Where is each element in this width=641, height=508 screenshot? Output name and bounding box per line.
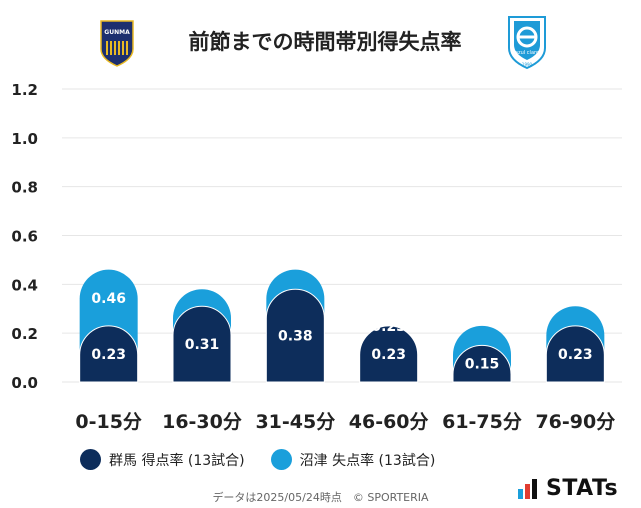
azul-claro-logo-text: azul claro — [515, 50, 539, 56]
legend-item-gunma: 群馬 得点率 (13試合) — [80, 449, 245, 470]
y-tick-label: 1.2 — [11, 81, 38, 99]
gridlines — [62, 88, 622, 383]
gunma-crest-icon: GUNMA — [100, 20, 134, 67]
x-tick-label: 76-90分 — [535, 411, 615, 433]
y-tick-label: 0.4 — [11, 276, 38, 294]
y-tick-label: 1.0 — [11, 130, 38, 148]
time-band-chart: 1.21.00.80.60.40.20.0 0.230.460.310.380.… — [11, 81, 622, 433]
data-label-gunma: 0.23 — [91, 347, 126, 363]
bars: 0.23 0.46 0.31 0.38 0.23 0.23 0.15 0.23 — [79, 269, 605, 383]
chart-title: 前節までの時間帯別得失点率 — [188, 30, 462, 54]
data-label-gunma: 0.38 — [278, 329, 313, 345]
footer-note: データは2025/05/24時点 © SPORTERIA — [212, 491, 429, 504]
stats-brand-text: STATs — [546, 476, 619, 501]
bar-gunma-0 — [79, 325, 139, 383]
data-label-numazu: 0.46 — [91, 291, 126, 307]
azul-claro-logo-year: 1990 — [522, 62, 533, 67]
y-tick-label: 0.2 — [11, 325, 38, 343]
x-tick-label: 46-60分 — [349, 411, 429, 433]
gunma-logo: GUNMA — [99, 19, 135, 71]
legend-swatch-numazu — [270, 449, 292, 470]
bar-gunma-3 — [359, 325, 419, 383]
stats-bars-icon — [518, 478, 537, 499]
x-tick-label: 61-75分 — [442, 411, 522, 433]
stats-brand: STATs — [518, 476, 618, 501]
legend-label-gunma: 群馬 得点率 (13試合) — [109, 452, 245, 469]
data-label-gunma: 0.23 — [558, 347, 593, 363]
legend-swatch-gunma — [80, 449, 101, 470]
x-tick-label: 0-15分 — [75, 411, 142, 433]
data-label-gunma: 0.31 — [185, 337, 220, 353]
legend: 群馬 得点率 (13試合) 沼津 失点率 (13試合) — [80, 449, 461, 470]
y-tick-label: 0.6 — [11, 228, 38, 246]
data-label-gunma: 0.23 — [371, 347, 406, 363]
bar-gunma-1 — [172, 305, 232, 383]
bar-gunma-5 — [545, 325, 605, 383]
legend-label-numazu: 沼津 失点率 (13試合) — [299, 452, 436, 469]
data-label-numazu: 0.23 — [371, 319, 406, 335]
data-label-gunma: 0.15 — [465, 357, 500, 373]
bar-gunma-4 — [452, 344, 512, 383]
x-tick-label: 31-45分 — [255, 411, 335, 433]
y-tick-label: 0.8 — [11, 179, 38, 197]
gunma-logo-text: GUNMA — [104, 29, 130, 36]
x-axis-ticks: 0-15分 16-30分 31-45分 46-60分 61-75分 76-90分 — [75, 411, 615, 433]
x-tick-label: 16-30分 — [162, 411, 242, 433]
azul-claro-crest-icon: azul claro 1990 — [508, 16, 546, 70]
y-tick-label: 0.0 — [11, 374, 38, 392]
legend-item-numazu: 沼津 失点率 (13試合) — [270, 449, 436, 470]
bar-gunma-2 — [265, 288, 325, 383]
y-axis-ticks: 1.2 1.0 0.8 0.6 0.4 0.2 0.0 — [11, 81, 38, 392]
numazu-logo: azul claro 1990 — [505, 14, 549, 74]
